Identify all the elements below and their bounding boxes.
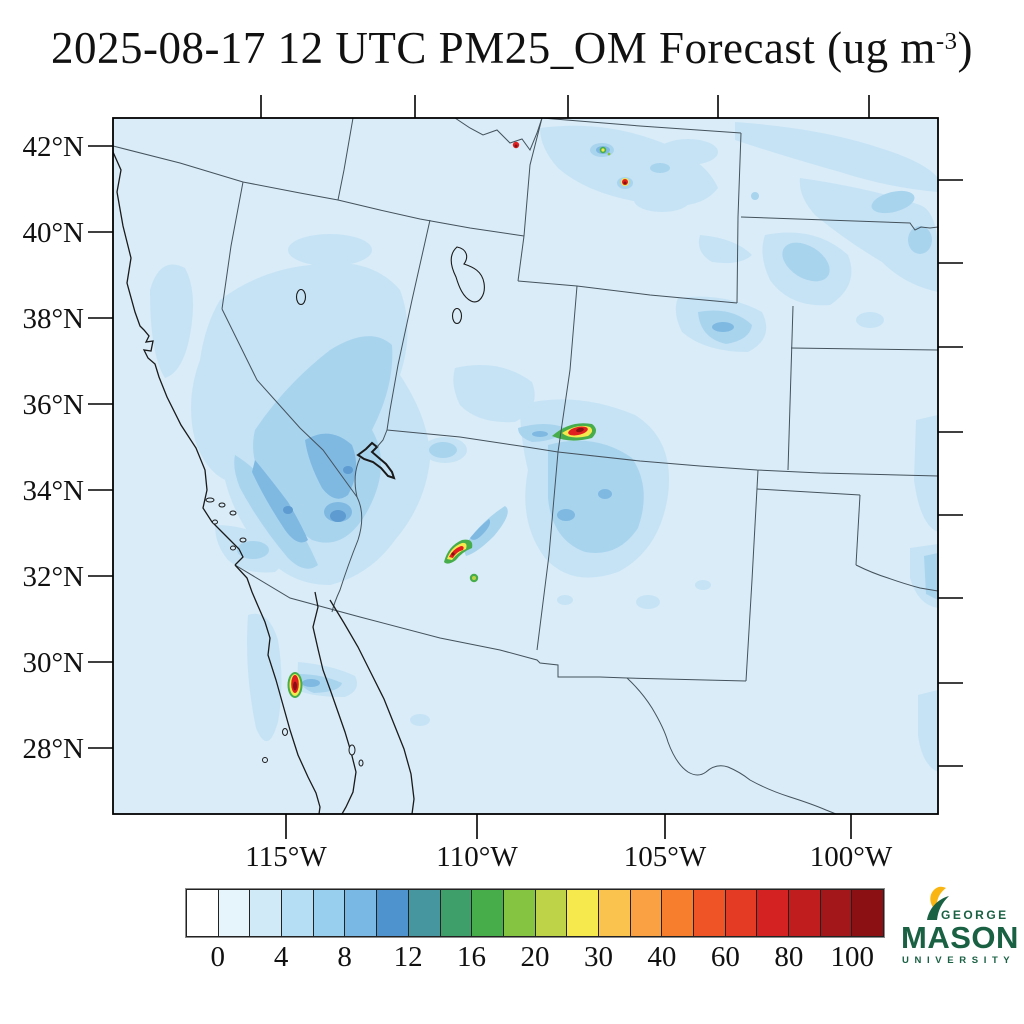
lat-label-32n: 32°N [22, 561, 84, 593]
colorbar-tick-label: 20 [520, 941, 550, 973]
gmu-logo-university: U N I V E R S I T Y [902, 955, 1011, 966]
colorbar-tick-label: 12 [393, 941, 423, 973]
gmu-flame-leaf-icon [927, 896, 949, 920]
colorbar-tick-label: 0 [210, 941, 225, 973]
pm-shading-darkest [283, 466, 353, 522]
title-superscript: -3 [935, 28, 958, 55]
colorbar-tick-label: 16 [457, 941, 487, 973]
lat-label-40n: 40°N [22, 217, 84, 249]
colorbar-labels: 0 4 8 12 16 20 30 40 60 80 100 [186, 941, 884, 977]
fire-hotspot-baja [287, 672, 303, 698]
colorbar-cell [694, 889, 726, 937]
lat-label-30n: 30°N [22, 647, 84, 679]
pm-shading-dark [252, 146, 734, 687]
fire-hotspot-arizona [444, 539, 479, 583]
gmu-logo-mason: MASON [901, 920, 1017, 955]
lat-label-42n: 42°N [22, 131, 84, 163]
colorbar-cell [852, 889, 885, 937]
lakes [295, 246, 485, 480]
lon-axis-labels: 115°W 110°W 105°W 100°W [245, 841, 893, 873]
lon-label-105w: 105°W [624, 841, 707, 873]
colorbar-cell [250, 889, 283, 937]
fire-hotspot-idaho [512, 141, 520, 149]
colorbar-cell [408, 889, 441, 937]
fire-hotspot-four-corners [552, 423, 596, 441]
colorbar-cell [218, 889, 251, 937]
colorbar-cell [662, 889, 694, 937]
coastline [113, 151, 415, 814]
colorbar-cell [186, 889, 219, 937]
axis-ticks [88, 95, 963, 839]
great-salt-lake [450, 246, 485, 303]
colorbar-cell [598, 889, 631, 937]
colorbar-cell [567, 889, 599, 937]
colorbar-cell [282, 889, 314, 937]
colorbar-tick-label: 100 [830, 941, 875, 973]
colorbar-tick-label: 40 [647, 941, 677, 973]
colorbar-tick-label: 80 [774, 941, 804, 973]
gmu-logo-george: GEORGE [941, 908, 1009, 922]
colorbar-cell [757, 889, 790, 937]
lon-label-110w: 110°W [436, 841, 518, 873]
colorbar-cells [185, 888, 885, 938]
colorbar-cell [313, 889, 346, 937]
colorbar-cell [789, 889, 821, 937]
title-close-paren: ) [957, 23, 974, 73]
colorbar-cell [345, 889, 378, 937]
fire-hotspot-wyoming-smudge [599, 146, 611, 156]
colorbar-cell [440, 889, 473, 937]
colorbar-tick-label: 60 [710, 941, 740, 973]
colorbar-tick-label: 30 [583, 941, 613, 973]
colorbar-cell [472, 889, 504, 937]
lon-label-115w: 115°W [245, 841, 327, 873]
colorbar-cell [535, 889, 568, 937]
map-frame [112, 117, 939, 815]
colorbar-tick-label: 4 [273, 941, 289, 973]
utah-lake [451, 307, 463, 325]
pyramid-lake [295, 288, 307, 306]
page-title: 2025-08-17 12 UTC PM25_OM Forecast (ug m… [0, 22, 1024, 74]
lon-label-100w: 100°W [810, 841, 893, 873]
lat-label-28n: 28°N [22, 733, 84, 765]
lat-axis-labels: 42°N 40°N 38°N 36°N 34°N 32°N 30°N 28°N [22, 131, 84, 765]
colorbar-cell [725, 889, 758, 937]
gmu-logo: GEORGE MASON U N I V E R S I T Y [901, 886, 1017, 966]
colorbar-cell [377, 889, 409, 937]
lat-label-36n: 36°N [22, 389, 84, 421]
lat-label-38n: 38°N [22, 303, 84, 335]
fire-hotspot-wyoming-dot [621, 178, 629, 186]
lat-label-34n: 34°N [22, 475, 84, 507]
state-borders [113, 118, 938, 814]
colorbar-cell [503, 889, 536, 937]
islands [205, 497, 364, 767]
colorbar-cell [820, 889, 853, 937]
title-main: 2025-08-17 12 UTC PM25_OM Forecast (ug m [50, 23, 936, 73]
colorbar-tick-label: 8 [337, 941, 352, 973]
lake-mead [356, 441, 396, 480]
colorbar-cell [630, 889, 663, 937]
